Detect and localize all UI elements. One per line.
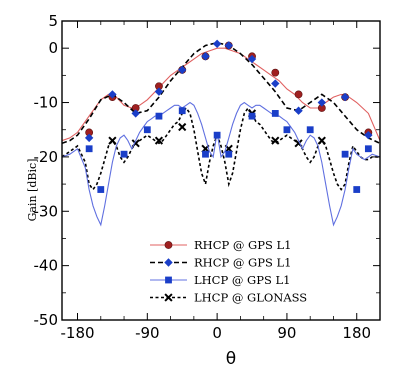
legend-label: RHCP @ GPS L1 [194, 238, 291, 252]
x-tick-label: 90 [277, 324, 296, 342]
data-point [353, 186, 361, 193]
data-point [178, 107, 186, 115]
series-1 [62, 39, 380, 145]
data-point [283, 126, 291, 134]
y-tick-label: -30 [34, 202, 59, 220]
data-point [364, 130, 373, 140]
data-point [306, 126, 314, 134]
data-point [213, 131, 221, 139]
y-axis-label: Gain [dBic] [26, 159, 39, 222]
data-point [143, 126, 151, 134]
x-marker-stroke [154, 136, 164, 145]
data-point [85, 145, 93, 153]
data-point [248, 112, 256, 120]
series-0 [62, 41, 380, 142]
data-point [364, 145, 372, 153]
data-point [225, 150, 233, 158]
data-point [201, 52, 210, 61]
data-point [108, 90, 117, 99]
x-marker-stroke [317, 136, 326, 145]
data-point [340, 92, 350, 102]
x-axis-label: θ [226, 349, 236, 369]
axes-layer: -180 -90 0 90 180 5 0 -10 -20 -30 -40 -50 [34, 12, 381, 342]
series-line [62, 41, 380, 145]
y-tick-label: -50 [34, 311, 59, 329]
legend-marker [164, 241, 173, 249]
y-tick-label: -20 [34, 148, 59, 166]
data-point [294, 106, 303, 115]
x-tick-label: -90 [135, 324, 160, 342]
series-line [62, 106, 380, 191]
legend-marker [164, 258, 173, 267]
x-marker-stroke [178, 122, 187, 132]
data-point [84, 133, 94, 143]
data-point [212, 39, 222, 49]
y-tick-label: -10 [34, 94, 59, 112]
data-point [154, 136, 164, 145]
data-point [120, 150, 128, 158]
x-marker-stroke [164, 293, 173, 302]
y-tick-label: 5 [48, 12, 58, 30]
x-tick-label: -180 [60, 324, 94, 342]
data-point [271, 136, 280, 145]
data-point [154, 87, 164, 96]
data-point [317, 136, 326, 145]
data-point [341, 150, 349, 158]
data-point [294, 90, 303, 99]
data-point [97, 186, 105, 193]
data-point [247, 54, 257, 64]
data-point [271, 68, 280, 77]
data-point [224, 41, 233, 50]
series-layer [62, 39, 380, 227]
legend-label: LHCP @ GPS L1 [194, 273, 290, 287]
x-marker-stroke [108, 136, 117, 145]
y-tick-label: 0 [48, 39, 58, 57]
data-point [108, 136, 117, 145]
x-marker-stroke [294, 139, 303, 148]
data-point [178, 65, 187, 75]
y-tick-label: -40 [34, 257, 59, 275]
x-marker-stroke [271, 136, 280, 145]
legend: RHCP @ GPS L1 RHCP @ GPS L1 LHCP @ GPS L1 L… [150, 238, 307, 305]
data-point [155, 112, 163, 120]
series-line [62, 101, 380, 227]
legend-label: LHCP @ GLONASS [194, 291, 307, 305]
legend-label: RHCP @ GPS L1 [194, 256, 291, 270]
data-point [271, 79, 280, 88]
data-point [202, 150, 209, 158]
data-point [178, 122, 187, 132]
x-tick-label: 0 [212, 324, 222, 342]
data-point [131, 109, 140, 118]
legend-marker [164, 293, 173, 302]
data-point [317, 98, 327, 107]
data-point [271, 110, 279, 117]
legend-marker [165, 276, 172, 284]
x-tick-label: 180 [342, 324, 371, 342]
series-2 [62, 101, 380, 227]
plot-frame [61, 20, 381, 321]
